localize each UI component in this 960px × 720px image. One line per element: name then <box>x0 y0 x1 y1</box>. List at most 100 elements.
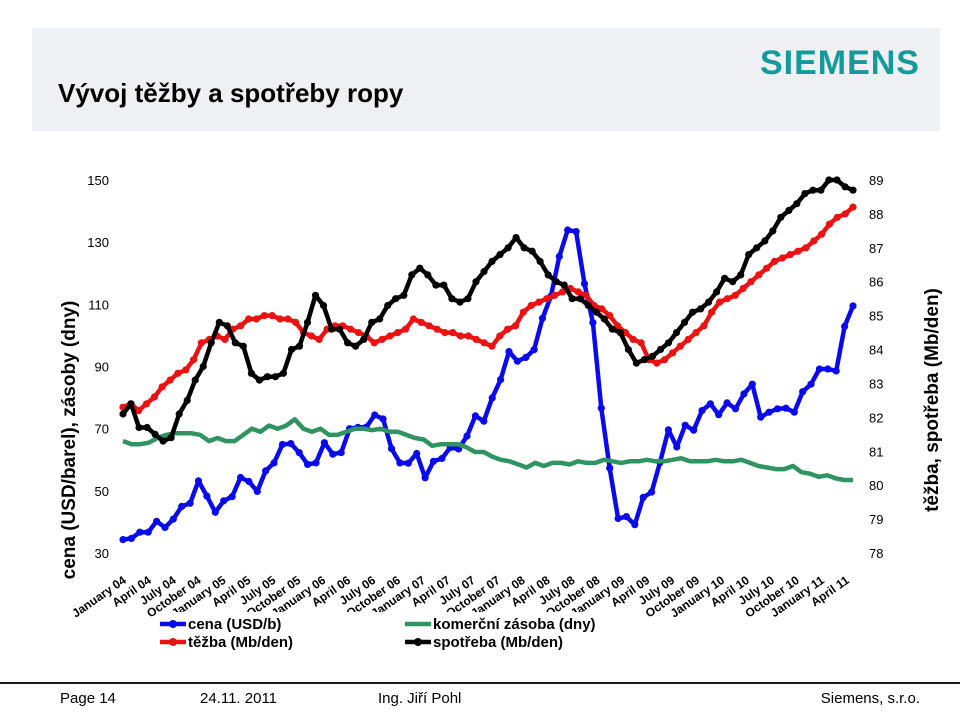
data-point <box>841 210 849 218</box>
data-point <box>786 251 794 259</box>
data-point <box>127 400 135 408</box>
data-point <box>127 534 135 543</box>
series-line <box>122 227 856 542</box>
data-point <box>268 312 276 320</box>
data-point <box>194 477 203 485</box>
data-point <box>448 295 456 303</box>
data-point <box>582 291 590 299</box>
data-point <box>150 393 158 401</box>
data-point <box>480 417 488 425</box>
data-point <box>538 314 547 322</box>
y-tick-label: 70 <box>95 422 109 437</box>
data-point <box>770 257 779 265</box>
data-point <box>802 244 810 252</box>
data-point <box>260 312 268 320</box>
y2-tick-label: 84 <box>869 343 883 358</box>
data-point <box>284 315 292 323</box>
data-point <box>818 230 826 238</box>
data-point <box>166 376 174 384</box>
data-point <box>211 508 219 516</box>
data-point <box>488 257 496 265</box>
data-point <box>295 342 304 350</box>
data-point <box>568 295 576 303</box>
data-point <box>203 492 211 500</box>
y2-tick-label: 86 <box>869 275 883 290</box>
right-axis-label: těžba, spotřeba (Mb/den) <box>922 288 943 512</box>
data-point <box>559 288 567 296</box>
data-point <box>676 342 684 350</box>
legend-box <box>156 612 622 650</box>
data-point <box>597 404 605 412</box>
legend-label: cena (USD/b) <box>188 616 281 633</box>
data-point <box>530 346 538 354</box>
y2-tick-label: 78 <box>869 546 883 561</box>
siemens-logo: SIEMENS <box>759 44 920 82</box>
data-point <box>737 271 745 279</box>
data-point <box>262 467 270 475</box>
data-point <box>640 356 649 364</box>
legend-marker <box>169 620 177 628</box>
data-point <box>576 295 584 303</box>
data-point <box>757 413 765 421</box>
data-point <box>584 301 592 310</box>
data-point <box>182 366 190 374</box>
footer-page-number: Page 14 <box>60 690 116 707</box>
data-point <box>312 459 320 467</box>
data-point <box>480 339 488 347</box>
data-point <box>237 322 245 330</box>
data-point <box>505 348 513 356</box>
data-point <box>763 264 771 272</box>
data-point <box>449 329 457 337</box>
data-point <box>384 301 392 310</box>
data-point <box>413 449 421 458</box>
data-point <box>692 329 700 337</box>
data-point <box>817 186 825 194</box>
data-point <box>347 325 355 333</box>
series-4 <box>119 176 857 445</box>
data-point <box>496 332 504 340</box>
data-point <box>616 329 625 337</box>
data-point <box>825 220 834 228</box>
data-point <box>631 521 639 529</box>
data-point <box>572 228 580 236</box>
data-point <box>253 487 261 496</box>
data-point <box>668 349 677 357</box>
data-point <box>825 176 833 184</box>
data-point <box>765 408 773 416</box>
data-point <box>252 315 260 323</box>
data-point <box>245 315 253 323</box>
data-point <box>190 356 198 364</box>
data-point <box>278 440 286 449</box>
y2-tick-label: 80 <box>869 478 883 493</box>
data-point <box>731 405 740 413</box>
data-point <box>221 335 229 343</box>
data-point <box>698 407 706 415</box>
data-point <box>169 515 177 523</box>
data-point <box>629 335 637 343</box>
data-point <box>386 332 394 340</box>
data-point <box>392 295 400 303</box>
slide-title: Vývoj těžby a spotřeby ropy <box>58 78 404 108</box>
data-point <box>429 457 438 465</box>
data-point <box>519 308 527 316</box>
data-point <box>440 281 448 289</box>
data-point <box>315 335 323 343</box>
y-tick-label: 150 <box>87 173 109 188</box>
data-point <box>664 339 673 347</box>
data-point <box>606 312 614 320</box>
data-point <box>833 176 841 184</box>
data-point <box>574 288 582 296</box>
data-point <box>279 369 287 377</box>
data-point <box>841 322 849 330</box>
data-point <box>396 459 404 467</box>
data-point <box>723 399 731 407</box>
data-point <box>761 237 769 245</box>
data-point <box>723 295 732 303</box>
series-layer <box>119 176 857 544</box>
data-point <box>527 301 535 310</box>
data-point <box>421 474 429 482</box>
data-point <box>504 244 512 252</box>
data-point <box>161 523 169 532</box>
y2-tick-label: 87 <box>869 241 883 256</box>
y2-tick-label: 79 <box>869 512 883 527</box>
